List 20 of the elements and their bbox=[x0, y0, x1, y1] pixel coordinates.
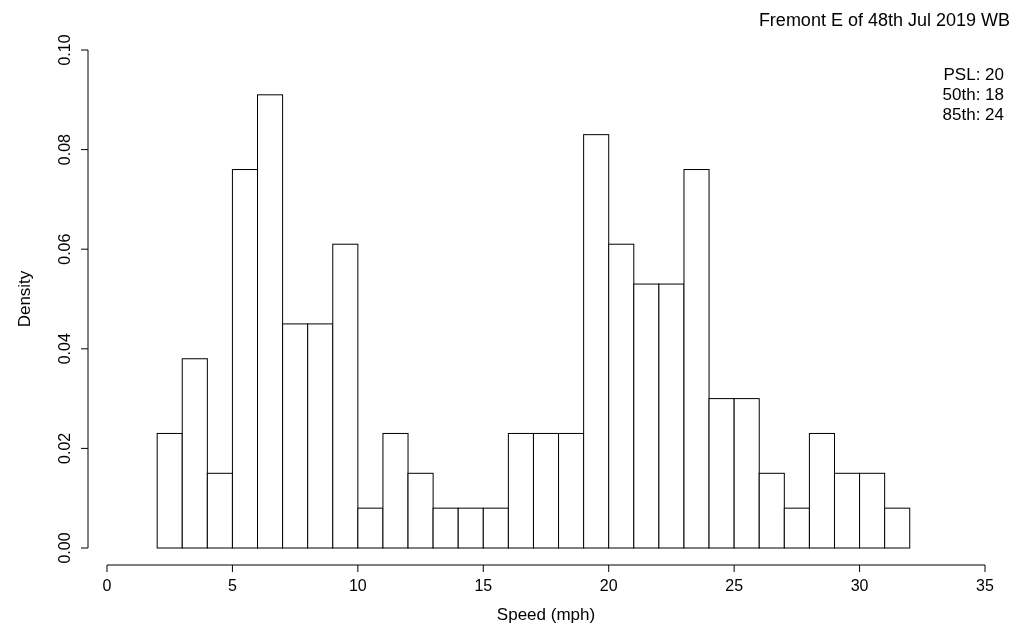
x-tick-label: 25 bbox=[725, 577, 744, 594]
annotation: PSL: 20 bbox=[943, 65, 1004, 84]
x-tick-label: 30 bbox=[850, 577, 869, 594]
x-axis-title: Speed (mph) bbox=[496, 605, 596, 624]
x-tick-label: 10 bbox=[348, 577, 367, 594]
x-tick-label: 15 bbox=[474, 577, 493, 594]
x-tick-label: 0 bbox=[102, 577, 112, 594]
y-axis-title: Density bbox=[15, 270, 34, 328]
y-tick-label: 0.04 bbox=[56, 333, 73, 365]
y-tick-label: 0.02 bbox=[56, 432, 73, 464]
annotation: 85th: 24 bbox=[942, 105, 1004, 124]
y-tick-label: 0.08 bbox=[56, 133, 73, 166]
x-tick-label: 20 bbox=[599, 577, 618, 594]
y-tick-label: 0.00 bbox=[56, 532, 73, 564]
y-tick-label: 0.06 bbox=[56, 233, 73, 265]
y-tick-label: 0.10 bbox=[56, 34, 73, 66]
annotation: 50th: 18 bbox=[942, 85, 1004, 104]
chart-title: Fremont E of 48th Jul 2019 WB bbox=[758, 10, 1010, 30]
x-tick-label: 35 bbox=[976, 577, 994, 594]
x-tick-label: 5 bbox=[227, 577, 237, 594]
